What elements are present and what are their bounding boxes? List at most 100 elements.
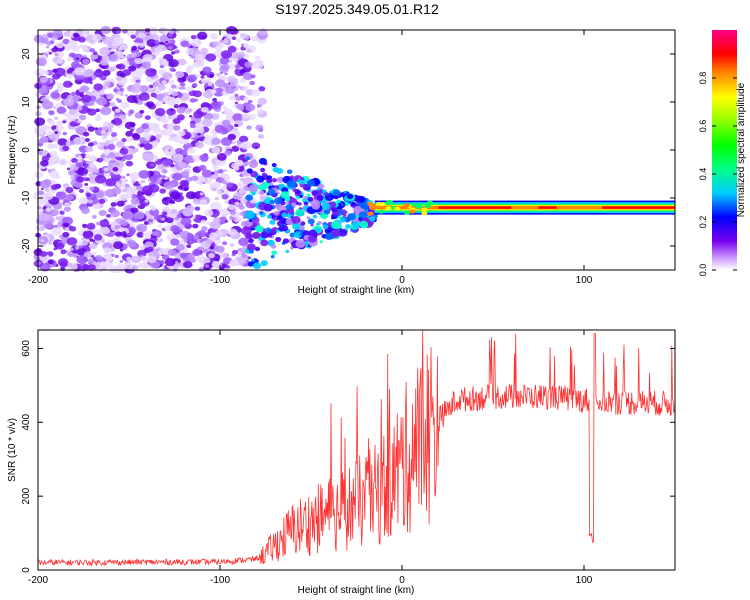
colorbar-label: Normalized spectral amplitude [736, 82, 747, 217]
transition-blob [317, 189, 324, 194]
noise-blob [178, 93, 183, 97]
noise-blob [92, 33, 103, 42]
noise-blob [257, 134, 265, 139]
noise-blob [222, 180, 228, 185]
transition-blob [292, 188, 298, 193]
noise-blob [101, 136, 107, 141]
transition-blob [244, 210, 255, 219]
transition-blob [296, 196, 300, 200]
noise-blob [136, 185, 143, 191]
noise-blob [200, 219, 206, 224]
noise-blob [100, 129, 106, 134]
noise-blob [212, 181, 222, 189]
noise-blob [96, 97, 108, 106]
noise-blob [54, 89, 59, 93]
noise-blob [38, 86, 49, 95]
noise-blob [169, 67, 175, 72]
noise-blob [142, 53, 153, 62]
noise-blob [41, 100, 54, 110]
transition-blob [306, 179, 316, 187]
transition-blob [269, 219, 276, 225]
transition-blob [317, 185, 322, 189]
noise-blob [221, 194, 229, 200]
transition-blob [360, 203, 369, 211]
noise-blob [230, 243, 235, 247]
noise-blob [139, 109, 145, 114]
snr-y-tick-label: 200 [21, 487, 32, 504]
noise-blob [130, 255, 141, 264]
noise-blob [197, 230, 207, 238]
noise-blob [115, 181, 121, 186]
noise-blob [109, 102, 116, 107]
noise-blob [239, 177, 245, 182]
noise-blob [78, 188, 85, 193]
noise-blob [207, 82, 213, 86]
noise-blob [232, 113, 244, 122]
transition-blob [336, 199, 341, 204]
noise-blob [228, 134, 236, 140]
noise-blob [52, 29, 64, 38]
transition-blob [307, 196, 314, 202]
transition-blob [312, 233, 318, 238]
noise-blob [39, 136, 49, 144]
noise-blob [66, 250, 70, 253]
noise-blob [138, 92, 150, 101]
noise-blob [54, 116, 59, 120]
noise-blob [210, 113, 220, 120]
transition-blob [359, 220, 369, 229]
noise-blob [153, 39, 160, 45]
transition-blob [254, 225, 264, 233]
noise-blob [52, 68, 58, 73]
transition-blob [331, 216, 335, 220]
noise-blob [219, 65, 229, 73]
noise-blob [159, 188, 167, 194]
noise-blob [194, 206, 201, 211]
noise-blob [214, 124, 226, 133]
noise-blob [243, 43, 249, 48]
transition-blob [297, 202, 302, 206]
transition-blob [271, 250, 278, 256]
noise-blob [86, 222, 96, 230]
snr-y-tick-label: 400 [21, 414, 32, 431]
noise-blob [101, 126, 108, 131]
noise-blob [136, 223, 148, 233]
noise-blob [130, 34, 137, 39]
noise-blob [210, 89, 217, 94]
noise-blob [71, 158, 78, 163]
noise-blob [59, 234, 64, 239]
noise-blob [181, 86, 186, 90]
noise-blob [99, 219, 110, 228]
noise-blob [141, 61, 151, 69]
noise-blob [219, 172, 227, 178]
noise-blob [63, 97, 75, 107]
noise-blob [136, 231, 145, 238]
noise-blob [92, 252, 97, 256]
transition-blob [324, 232, 334, 240]
transition-blob [258, 157, 268, 165]
noise-blob [232, 192, 244, 201]
noise-blob [103, 167, 109, 172]
noise-blob [108, 47, 112, 51]
noise-blob [244, 53, 250, 58]
carrier-wiggle [385, 206, 392, 211]
noise-blob [189, 115, 193, 118]
noise-blob [256, 108, 264, 115]
noise-blob [234, 123, 239, 128]
noise-blob [214, 79, 226, 88]
noise-blob [165, 217, 174, 224]
noise-blob [126, 173, 130, 177]
noise-blob [197, 246, 203, 251]
noise-blob [111, 133, 116, 138]
noise-blob [88, 186, 95, 191]
transition-blob [259, 210, 264, 215]
noise-blob [40, 62, 44, 66]
noise-blob [216, 189, 223, 195]
noise-blob [63, 206, 71, 212]
noise-blob [69, 67, 74, 71]
transition-blob [281, 198, 286, 202]
noise-blob [62, 120, 67, 124]
transition-blob [299, 194, 303, 198]
transition-blob [270, 255, 275, 259]
noise-blob [126, 57, 137, 66]
transition-blob [303, 195, 308, 200]
